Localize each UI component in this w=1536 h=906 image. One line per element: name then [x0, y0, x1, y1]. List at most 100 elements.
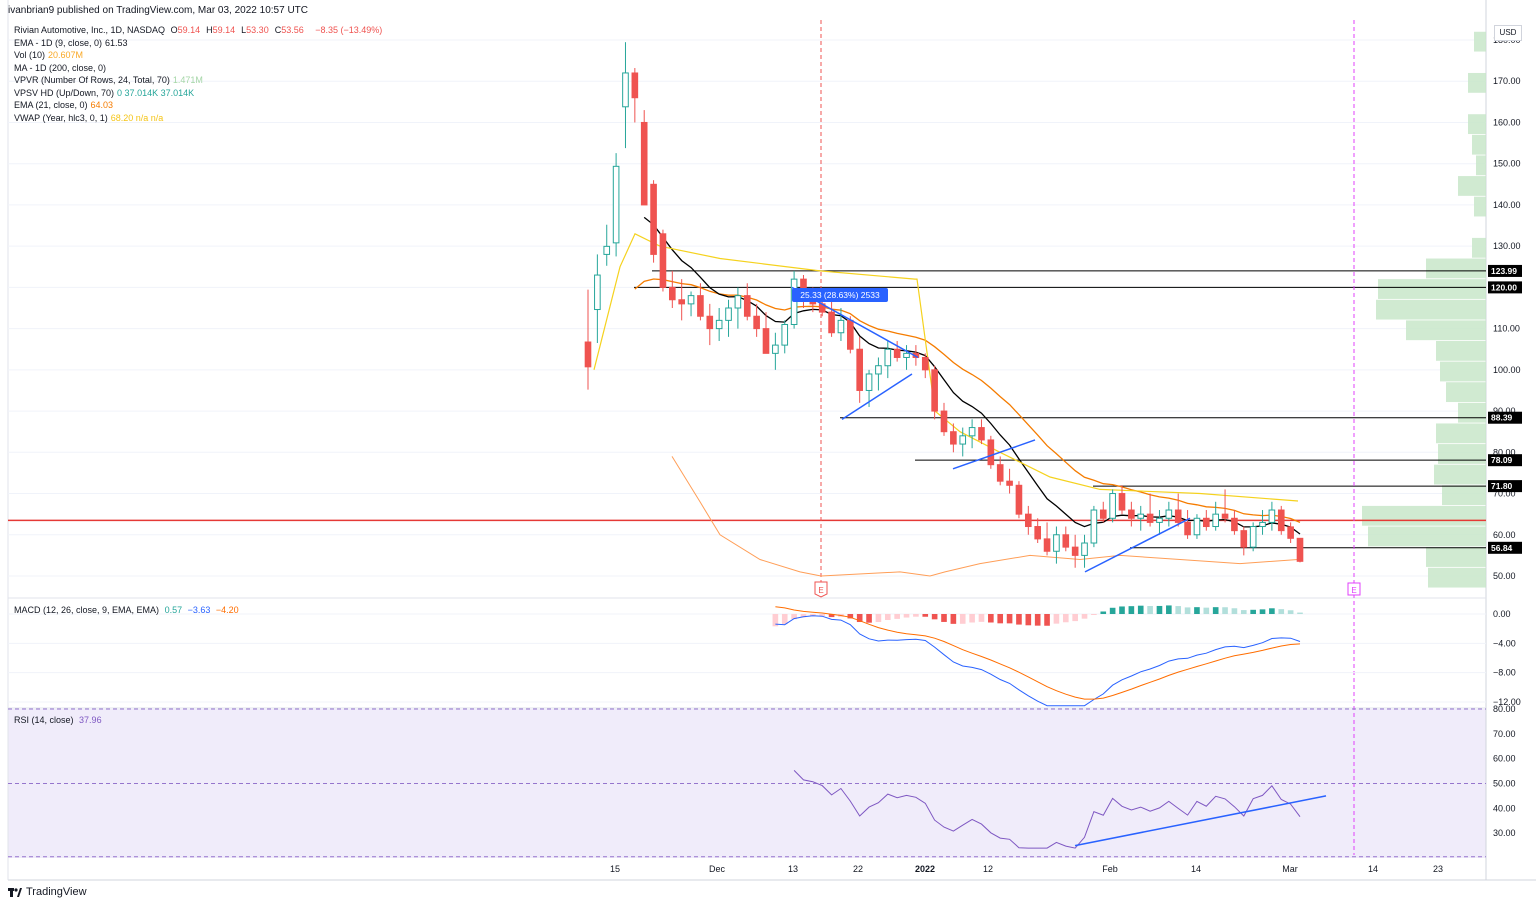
volume-profile-bar: [1474, 196, 1486, 217]
axes: 180.00170.00160.00150.00140.00130.00120.…: [610, 35, 1522, 874]
macd-legend: MACD (12, 26, close, 9, EMA, EMA) 0.57 −…: [14, 605, 239, 615]
horizontal-levels: [8, 270, 1486, 549]
candle-body: [603, 245, 611, 255]
macd-histogram-bar: [866, 614, 872, 623]
candle-body: [1277, 509, 1285, 532]
candle-body: [584, 341, 592, 368]
ohlc-c: C53.56: [274, 25, 304, 35]
macd-histogram-bar: [1166, 605, 1172, 614]
time-tick: 22: [853, 864, 863, 874]
price-label: 123.99: [1491, 266, 1517, 276]
price-tick: 70.00: [1493, 489, 1516, 499]
volume-profile-bar: [1434, 464, 1486, 485]
macd-histogram-bar: [894, 614, 900, 619]
macd-tick: −4.00: [1493, 638, 1516, 648]
macd-histogram-bar: [1053, 614, 1060, 624]
publish-header: ivanbrian9 published on TradingView.com,…: [8, 5, 308, 16]
price-label: 88.39: [1491, 413, 1513, 423]
price-label: 78.09: [1491, 455, 1513, 465]
macd-histogram-bar: [810, 614, 816, 617]
candle-body: [1128, 509, 1135, 519]
volume-profile-bar: [1406, 320, 1486, 341]
candle-body: [743, 295, 751, 317]
volume-profile-bar: [1376, 299, 1486, 320]
indicator-legend: EMA - 1D (9, close, 0) 61.53 Vol (10) 20.60…: [14, 37, 385, 125]
candle-body: [1249, 526, 1257, 548]
candle-body: [762, 328, 770, 354]
volume-profile-bar: [1458, 176, 1486, 196]
candle-body: [772, 344, 779, 354]
candle-body: [1025, 513, 1032, 528]
macd-tick: −8.00: [1493, 668, 1516, 678]
price-tick: 160.00: [1493, 117, 1521, 127]
volume-profile-bar: [1442, 485, 1486, 506]
candle-body: [1193, 517, 1201, 536]
candle-body: [950, 431, 957, 445]
macd-histogram-bar: [1231, 608, 1238, 614]
macd-histogram-bar: [1212, 607, 1219, 614]
price-label-box: [1488, 281, 1522, 294]
price-label-box: [1488, 480, 1522, 493]
candle-body: [1259, 521, 1266, 528]
macd-histogram-bar: [988, 614, 994, 623]
macd-histogram-bar: [978, 614, 985, 622]
macd-signal-line: [775, 606, 1301, 700]
price-tick: 90.00: [1493, 406, 1516, 416]
volume-profile-bar: [1362, 505, 1486, 526]
main-legend: Rivian Automotive, Inc., 1D, NASDAQ O59.…: [14, 24, 385, 124]
volume-profile-bar: [1474, 31, 1486, 52]
indicator-legend-item: VPSV HD (Up/Down, 70) 0 37.014K 37.014K: [14, 87, 195, 98]
candle-body: [1034, 526, 1041, 540]
vwap-band-line: [671, 456, 1299, 577]
candle-body: [1240, 530, 1248, 548]
candle-body: [640, 121, 648, 206]
candle-body: [1146, 513, 1154, 523]
trend-line: [1084, 517, 1191, 573]
footer: TradingView: [8, 886, 87, 898]
candle-body: [650, 183, 657, 255]
volume-profile-bar: [1476, 155, 1486, 176]
ohlc-h: H59.14: [206, 25, 236, 35]
macd-histogram-bar: [1240, 610, 1247, 614]
macd-histogram-bar: [1222, 607, 1228, 614]
candle-body: [715, 319, 723, 330]
macd-histogram-bar: [913, 614, 919, 617]
macd-histogram-bar: [903, 614, 910, 618]
volume-profile-bar: [1438, 444, 1486, 464]
tradingview-logo-icon: [8, 887, 22, 897]
candle-body: [725, 307, 732, 321]
candle-body: [781, 323, 789, 346]
price-label-box: [1488, 411, 1522, 424]
measure-label: 25.33 (28.63%) 2533: [800, 290, 880, 300]
macd-line: [775, 615, 1301, 707]
volume-profile-bar: [1458, 402, 1486, 423]
macd-histogram-bar: [1184, 607, 1191, 614]
macd-histogram-bar: [847, 614, 854, 619]
rsi-tick: 40.00: [1493, 803, 1516, 813]
ohlc-values: O59.14 H59.14 L53.30 C53.56: [171, 25, 310, 35]
candle-body: [893, 348, 901, 358]
candle-body: [1231, 517, 1238, 532]
candle-body: [959, 435, 967, 445]
macd-histogram-bar: [922, 614, 929, 617]
candle-body: [594, 274, 601, 311]
vwap-line: [593, 232, 1299, 502]
macd-histogram-bar: [819, 614, 826, 616]
macd-histogram-bar: [1278, 609, 1285, 614]
candle-body: [1109, 493, 1116, 519]
trend-lines: 25.33 (28.63%) 2533: [791, 286, 1191, 573]
candle-body: [1118, 493, 1126, 511]
rsi-legend: RSI (14, close) 37.96: [14, 715, 102, 725]
price-tick: 60.00: [1493, 530, 1516, 540]
price-label: 56.84: [1491, 543, 1513, 553]
macd-histogram-bar: [772, 614, 779, 627]
indicator-legend-item: EMA - 1D (9, close, 0) 61.53: [14, 37, 128, 48]
candle-body: [837, 319, 845, 334]
candles: [584, 42, 1304, 568]
macd-histogram-bar: [856, 614, 863, 623]
price-label-box: [1488, 454, 1522, 467]
volume-profile-bar: [1472, 237, 1486, 258]
macd-histogram-bar: [1250, 609, 1256, 614]
currency-label[interactable]: USD: [1494, 25, 1522, 41]
